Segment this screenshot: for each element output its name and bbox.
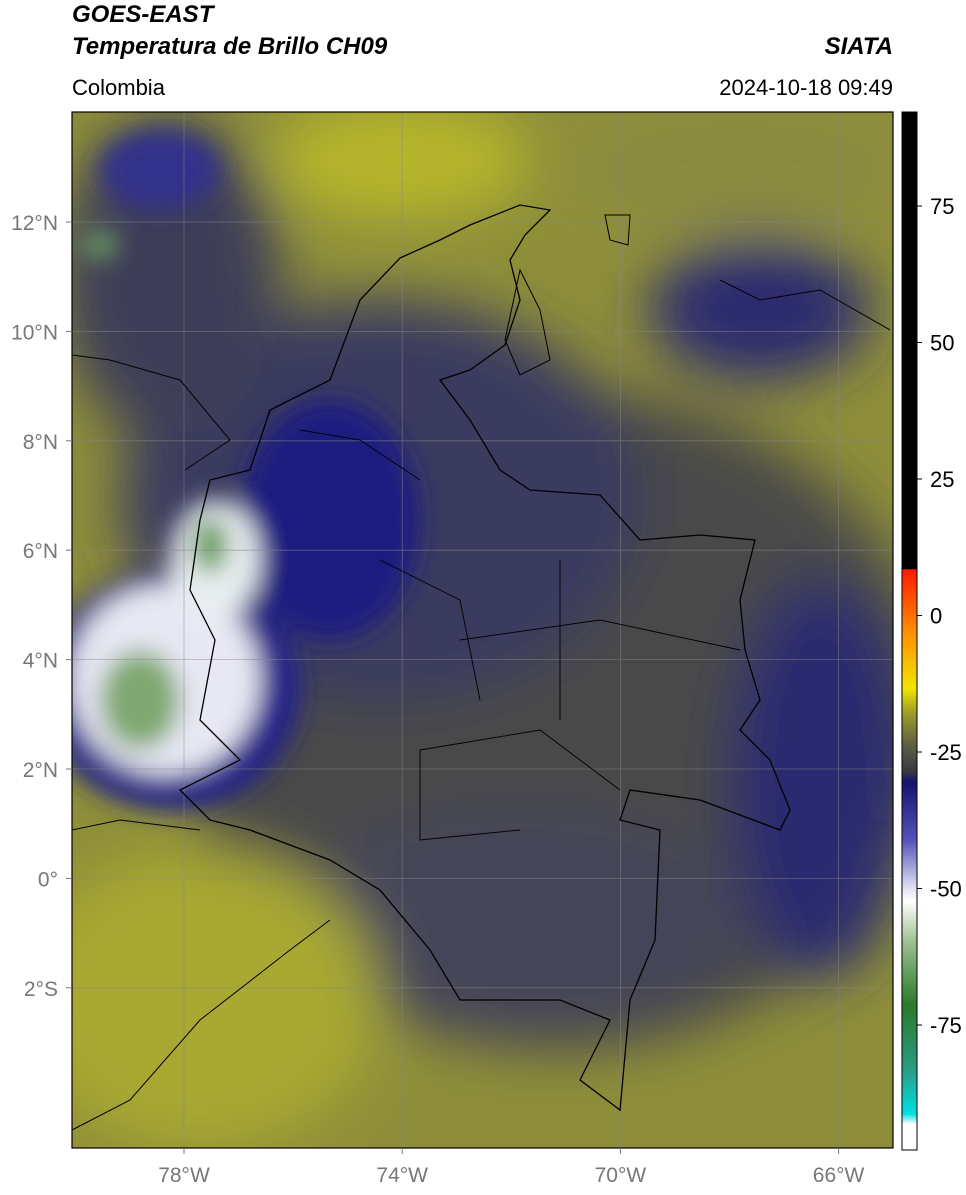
colorbar-label: 25	[930, 467, 954, 492]
lon-label: 70°W	[595, 1164, 647, 1187]
colorbar-label: -25	[930, 740, 962, 765]
colorbar-label: 0	[930, 604, 942, 629]
colorbar-label: -50	[930, 877, 962, 902]
source: SIATA	[825, 33, 893, 60]
colorbar-label: 50	[930, 331, 954, 356]
lat-label: 4°N	[23, 650, 58, 673]
product: Temperatura de Brillo CH09	[72, 33, 388, 60]
colorbar-label: 75	[930, 194, 954, 219]
colorbar	[901, 111, 918, 1151]
region: Colombia	[72, 75, 166, 100]
lon-label: 66°W	[813, 1164, 865, 1187]
lon-label: 74°W	[376, 1164, 428, 1187]
lat-label: 12°N	[11, 212, 58, 235]
lat-label: 10°N	[11, 321, 58, 344]
satellite: GOES-EAST	[72, 1, 216, 28]
lat-label: 8°N	[23, 431, 58, 454]
satellite-image	[72, 112, 893, 1148]
datetime: 2024-10-18 09:49	[719, 75, 893, 100]
lon-label: 78°W	[158, 1164, 210, 1187]
lat-label: 2°N	[23, 759, 58, 782]
colorbar-label: -75	[930, 1013, 962, 1038]
lat-label: 0°	[38, 868, 58, 891]
map-frame	[71, 111, 894, 1149]
lat-label: 2°S	[24, 978, 58, 1001]
lat-label: 6°N	[23, 540, 58, 563]
